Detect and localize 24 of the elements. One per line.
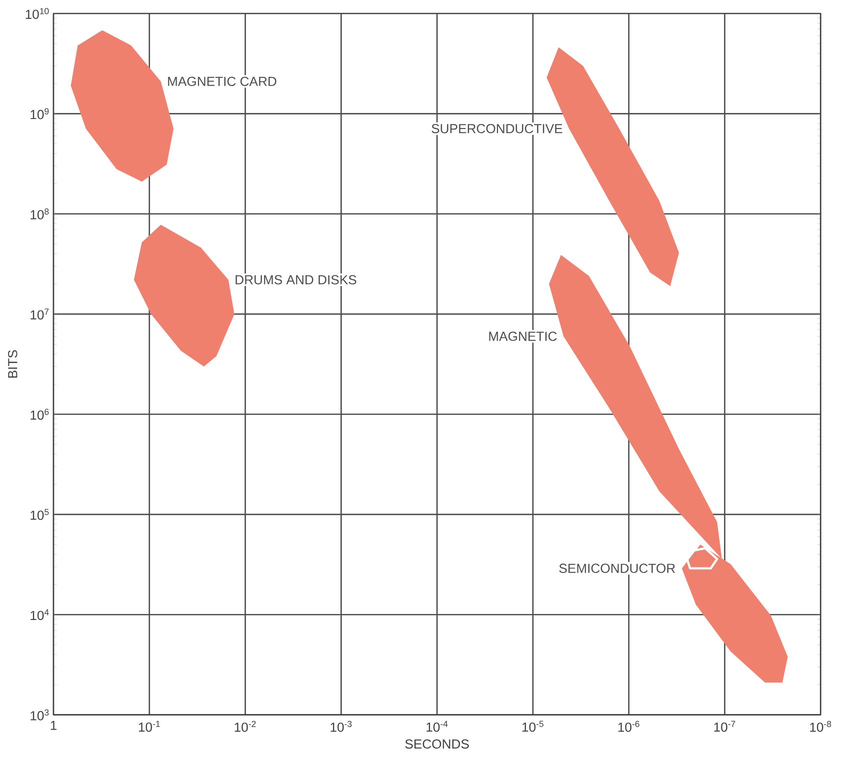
x-tick-label: 1 [50, 721, 56, 730]
series-label: DRUMS AND DISKS [236, 275, 356, 285]
x-tick-label: 10$^{-6}$ [618, 721, 640, 732]
x-tick-label: 10$^{-8}$ [810, 721, 832, 732]
x-tick-label: 10$^{-5}$ [522, 721, 544, 732]
y-tick-label: 10$^{8}$ [30, 208, 49, 220]
x-axis-title: SECONDS [405, 740, 469, 749]
x-tick-label: 10$^{-1}$ [138, 721, 160, 732]
series-label: SUPERCONDUCTIVE [432, 124, 562, 134]
y-tick-label: 10$^{10}$ [26, 8, 49, 20]
series-label: MAGNETIC CARD [168, 76, 276, 86]
x-tick-label: 10$^{-4}$ [426, 721, 448, 732]
x-tick-label: 10$^{-7}$ [714, 721, 736, 732]
y-tick-label: 10$^{9}$ [30, 108, 49, 120]
x-tick-label: 10$^{-2}$ [234, 721, 256, 732]
series-label: SEMICONDUCTOR [559, 564, 675, 574]
y-tick-label: 10$^{3}$ [30, 710, 49, 720]
y-axis-title: BITS [8, 350, 18, 378]
series-label: MAGNETIC [489, 332, 557, 342]
x-tick-label: 10$^{-3}$ [330, 721, 352, 732]
y-tick-label: 10$^{4}$ [30, 609, 49, 620]
y-tick-label: 10$^{5}$ [30, 509, 49, 520]
y-tick-label: 10$^{6}$ [30, 408, 49, 420]
y-tick-label: 10$^{7}$ [30, 308, 49, 320]
